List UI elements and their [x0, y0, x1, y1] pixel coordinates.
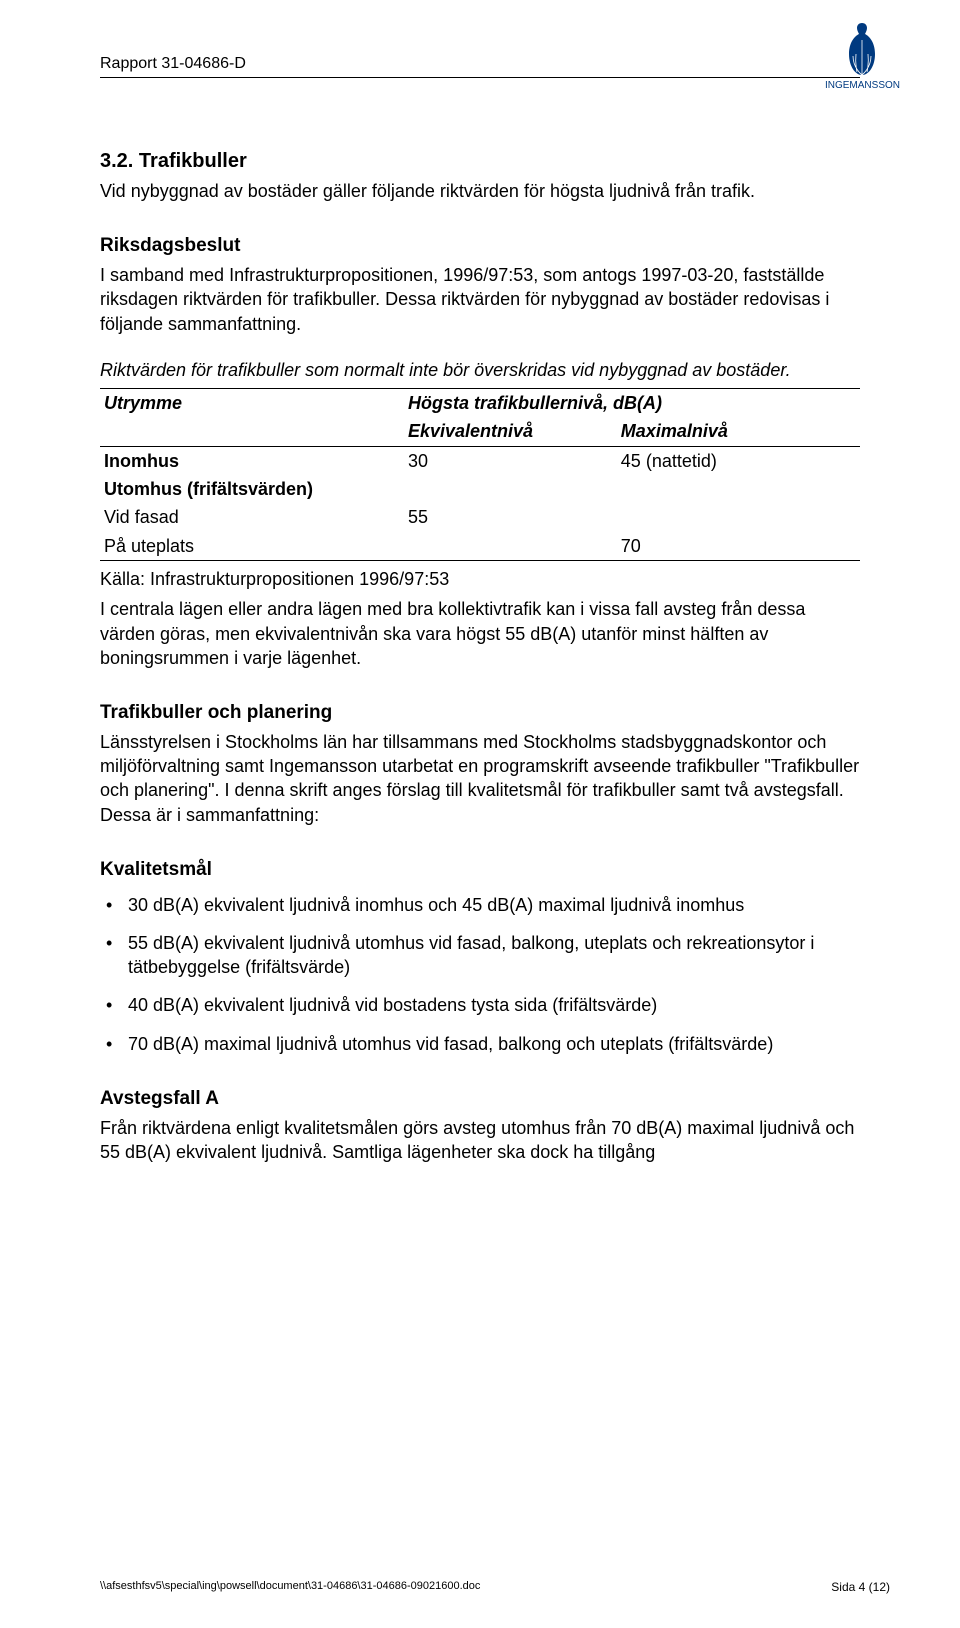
table-row: Vid fasad 55	[100, 503, 860, 531]
list-item: 40 dB(A) ekvivalent ljudnivå vid bostade…	[100, 993, 860, 1017]
inomhus-max: 45 (nattetid)	[617, 446, 860, 475]
uteplats-label: På uteplats	[100, 532, 404, 561]
col-max: Maximalnivå	[617, 417, 860, 446]
kvalitet-list: 30 dB(A) ekvivalent ljudnivå inomhus och…	[100, 893, 860, 1056]
riksdag-para: I samband med Infrastrukturpropositionen…	[100, 263, 860, 336]
footer-page: Sida 4 (12)	[831, 1580, 890, 1594]
list-item: 30 dB(A) ekvivalent ljudnivå inomhus och…	[100, 893, 860, 917]
table-row: Inomhus 30 45 (nattetid)	[100, 446, 860, 475]
planering-para: Länsstyrelsen i Stockholms län har tills…	[100, 730, 860, 827]
uteplats-max: 70	[617, 532, 860, 561]
table-subheader-row: Ekvivalentnivå Maximalnivå	[100, 417, 860, 446]
list-item: 55 dB(A) ekvivalent ljudnivå utomhus vid…	[100, 931, 860, 980]
table-row: Utomhus (frifältsvärden)	[100, 475, 860, 503]
table-note: I centrala lägen eller andra lägen med b…	[100, 597, 860, 670]
report-id: Rapport 31-04686-D	[100, 55, 246, 73]
company-logo: INGEMANSSON	[825, 20, 900, 91]
document-page: INGEMANSSON Rapport 31-04686-D 3.2. Traf…	[0, 0, 960, 1628]
utomhus-label: Utomhus (frifältsvärden)	[100, 475, 404, 503]
kvalitet-title: Kvalitetsmål	[100, 857, 860, 883]
planering-title: Trafikbuller och planering	[100, 700, 860, 726]
table-row: På uteplats 70	[100, 532, 860, 561]
table-source: Källa: Infrastrukturpropositionen 1996/9…	[100, 567, 860, 591]
page-header: Rapport 31-04686-D	[100, 55, 860, 78]
noise-table: Utrymme Högsta trafikbullernivå, dB(A) E…	[100, 388, 860, 561]
col-main: Högsta trafikbullernivå, dB(A)	[404, 389, 860, 418]
footer-path: \\afsesthfsv5\special\ing\powsell\docume…	[100, 1580, 480, 1594]
logo-label: INGEMANSSON	[825, 80, 900, 91]
section-title: Trafikbuller	[139, 150, 247, 172]
section-intro: Vid nybyggnad av bostäder gäller följand…	[100, 179, 860, 203]
col-ekv: Ekvivalentnivå	[404, 417, 617, 446]
avsteg-title: Avstegsfall A	[100, 1086, 860, 1112]
page-content: 3.2. Trafikbuller Vid nybyggnad av bostä…	[100, 148, 860, 1164]
shell-icon	[837, 20, 887, 80]
riksdag-title: Riksdagsbeslut	[100, 233, 860, 259]
inomhus-label: Inomhus	[100, 446, 404, 475]
avsteg-para: Från riktvärdena enligt kvalitetsmålen g…	[100, 1116, 860, 1165]
table-caption: Riktvärden för trafikbuller som normalt …	[100, 358, 860, 382]
section-heading: 3.2. Trafikbuller	[100, 148, 860, 175]
page-footer: \\afsesthfsv5\special\ing\powsell\docume…	[100, 1580, 890, 1594]
table-header-row: Utrymme Högsta trafikbullernivå, dB(A)	[100, 389, 860, 418]
fasad-ekv: 55	[404, 503, 617, 531]
section-number: 3.2.	[100, 150, 133, 172]
fasad-label: Vid fasad	[100, 503, 404, 531]
list-item: 70 dB(A) maximal ljudnivå utomhus vid fa…	[100, 1032, 860, 1056]
inomhus-ekv: 30	[404, 446, 617, 475]
col-utrymme: Utrymme	[100, 389, 404, 418]
